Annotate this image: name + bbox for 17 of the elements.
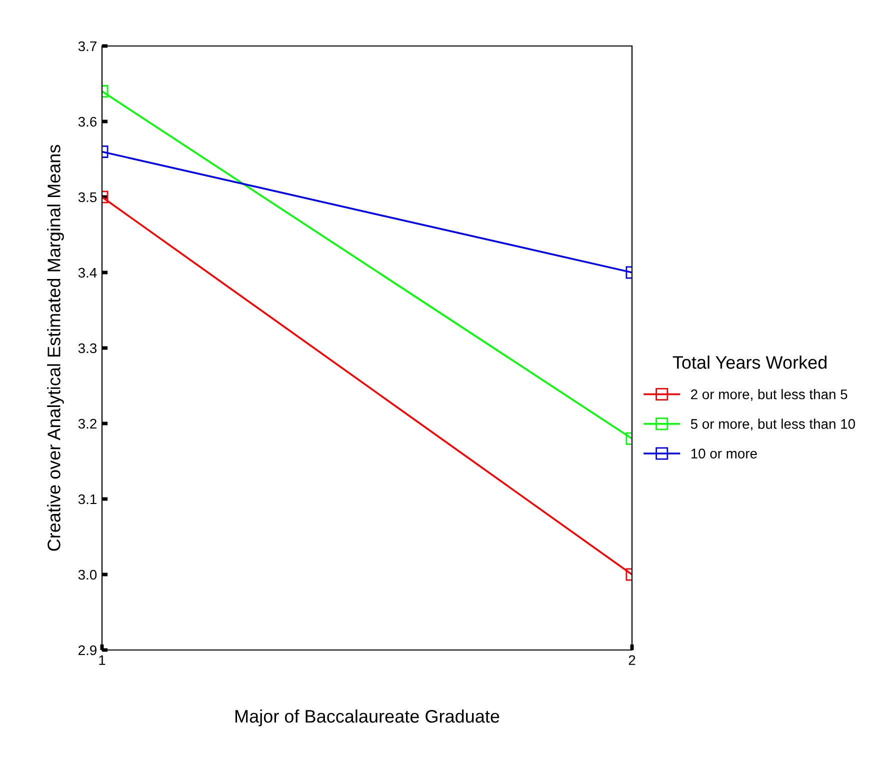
legend-label: 2 or more, but less than 5	[691, 389, 848, 401]
y-tick-label: 3.0	[78, 570, 97, 580]
x-axis-title: Major of Baccalaureate Graduate	[236, 709, 500, 726]
legend-title: Total Years Worked	[672, 356, 826, 369]
y-tick-label: 3.2	[78, 418, 96, 429]
legend-label: 5 or more, but less than 10	[690, 418, 856, 431]
legend-label: 10 or more	[691, 448, 757, 458]
y-axis-title: Creative over Analytical Estimated Marginal Means	[47, 144, 64, 551]
y-tick-label: 3.4	[78, 268, 97, 278]
x-tick-label: 1	[99, 655, 106, 665]
y-tick-label: 3.7	[78, 41, 96, 52]
x-tick-label: 2	[628, 655, 636, 665]
y-tick-label: 3.5	[78, 192, 97, 202]
y-tick-label: 3.3	[78, 343, 97, 354]
y-tick-label: 2.9	[78, 645, 96, 656]
y-tick-label: 3.1	[78, 494, 96, 504]
y-tick-label: 3.6	[78, 116, 97, 127]
